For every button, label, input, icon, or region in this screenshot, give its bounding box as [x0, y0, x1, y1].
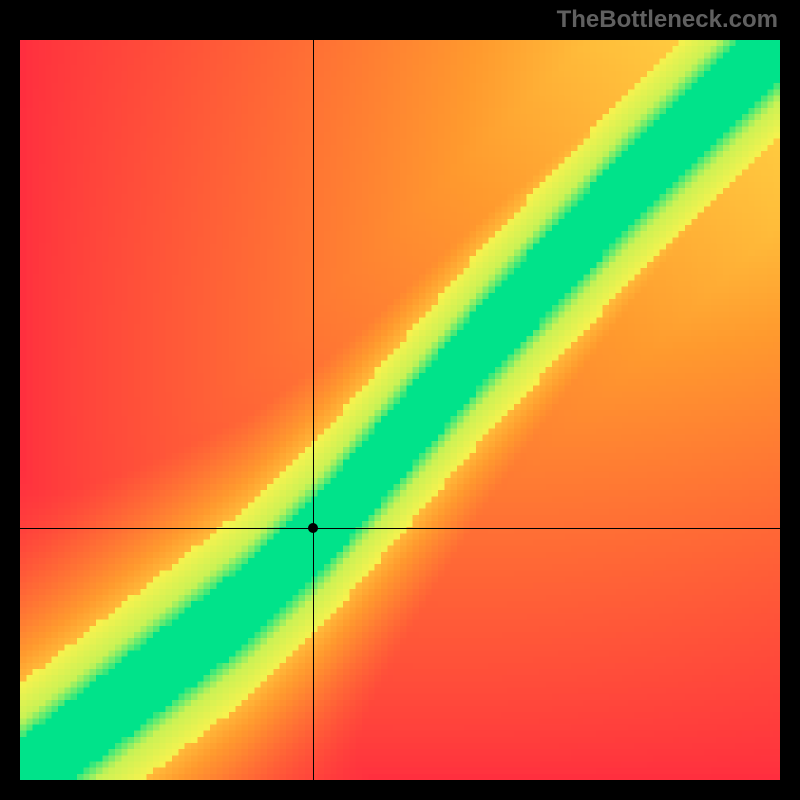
chart-container: TheBottleneck.com: [0, 0, 800, 800]
crosshair-marker: [308, 523, 318, 533]
crosshair-vertical: [313, 40, 314, 780]
watermark-text: TheBottleneck.com: [557, 6, 778, 34]
heatmap-canvas: [20, 40, 780, 780]
crosshair-horizontal: [20, 528, 780, 529]
heatmap-plot-area: [20, 40, 780, 780]
